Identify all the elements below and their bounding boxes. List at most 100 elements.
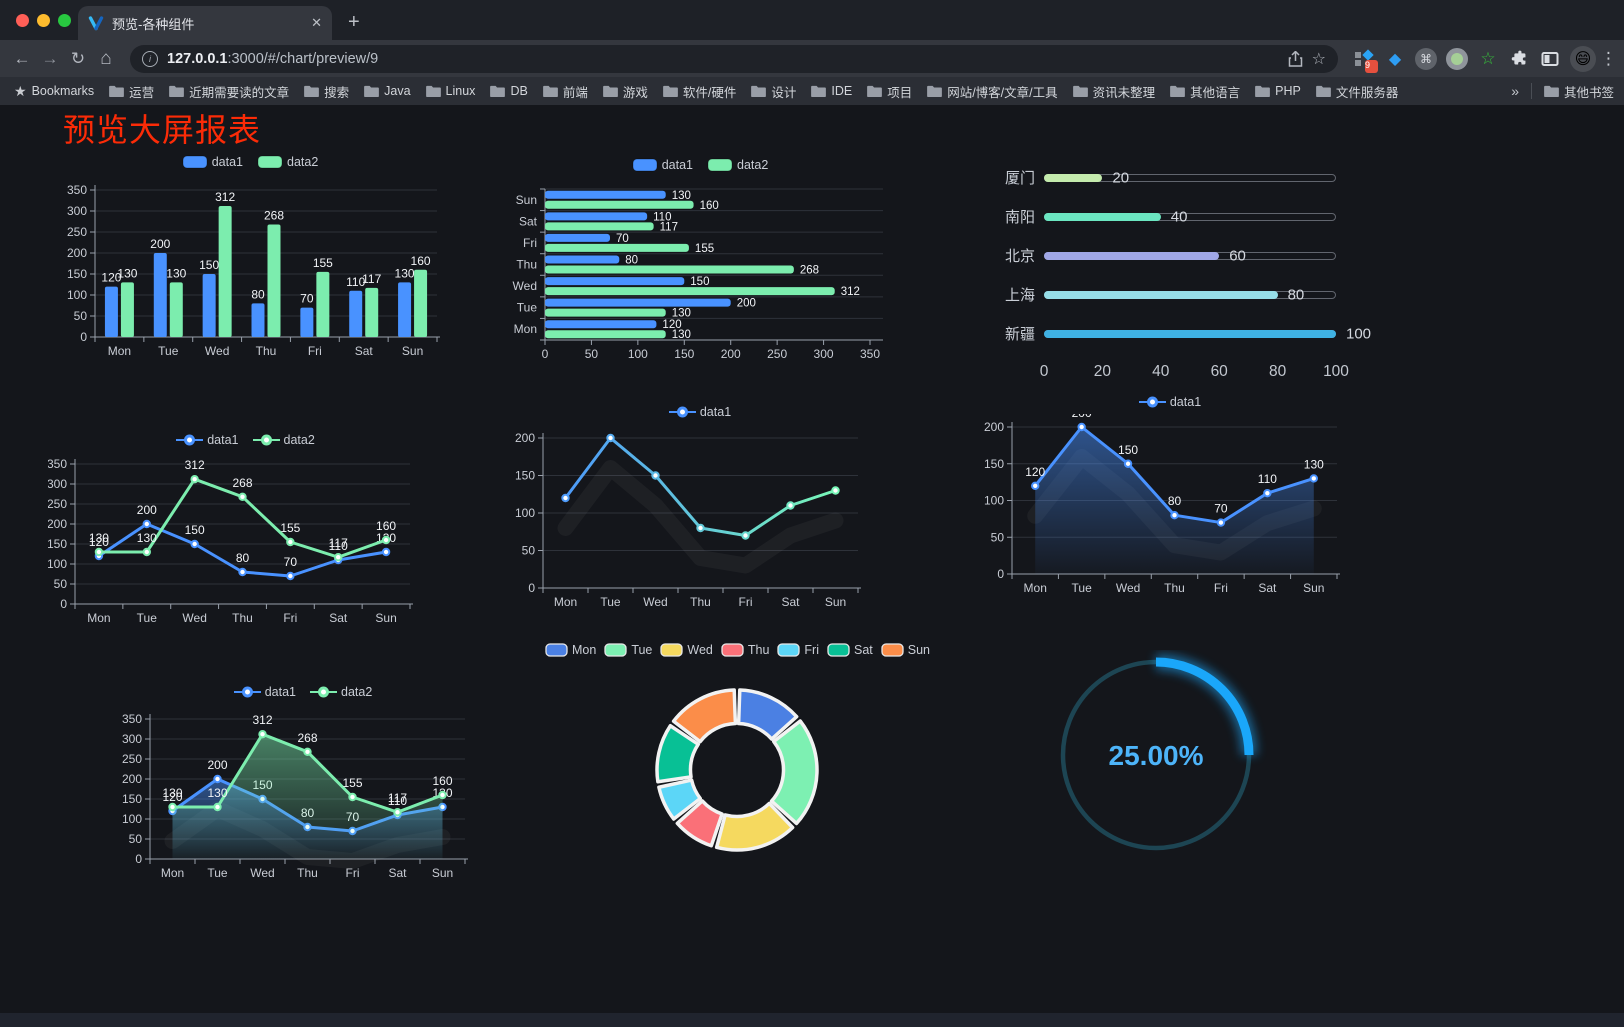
bookmark-folder[interactable]: 搜索	[304, 82, 349, 101]
legend-item-data1[interactable]: data1	[233, 685, 296, 699]
extension-record-icon[interactable]	[1445, 47, 1469, 71]
donut-slice-Sun[interactable]	[671, 688, 738, 744]
chart-legend: data1 data2	[632, 155, 768, 175]
svg-text:Wed: Wed	[643, 595, 667, 609]
legend-swatch	[182, 155, 208, 169]
svg-text:Fri: Fri	[308, 344, 322, 358]
bookmark-folder[interactable]: 文件服务器	[1315, 82, 1398, 101]
browser-window: 预览-各种组件 ✕ + ← → ↻ ⌂ i 127.0.0.1:3000/#/c…	[0, 0, 1624, 105]
legend-item-Mon[interactable]: Mon	[545, 643, 596, 657]
legend-item-data1[interactable]: data1	[176, 433, 239, 447]
donut-slice-Thu[interactable]	[675, 799, 724, 848]
svg-text:120: 120	[1025, 465, 1045, 479]
donut-slice-Tue[interactable]	[769, 719, 819, 826]
bookmark-folder[interactable]: Java	[364, 84, 411, 98]
legend-item-data1[interactable]: data1	[1138, 395, 1201, 409]
tab-close-icon[interactable]: ✕	[311, 15, 322, 30]
bookmark-folder[interactable]: Linux	[425, 84, 475, 98]
bookmark-folder[interactable]: 网站/博客/文章/工具	[927, 82, 1058, 101]
window-zoom-button[interactable]	[58, 14, 71, 27]
svg-text:312: 312	[841, 286, 860, 298]
legend-item-Thu[interactable]: Thu	[721, 643, 769, 657]
url-bar[interactable]: i 127.0.0.1:3000/#/chart/preview/9 ☆	[130, 44, 1338, 73]
bookmark-folder[interactable]: PHP	[1255, 84, 1301, 98]
extension-gem-icon[interactable]: ◆	[1388, 50, 1402, 68]
svg-text:268: 268	[232, 476, 252, 490]
chart-area-single: data1 0 50 100 150 200 Mon Tue Wed Thu Fri Sat Sun 12…	[975, 392, 1365, 596]
svg-text:50: 50	[74, 309, 88, 323]
bookmark-folder[interactable]: 近期需要读的文章	[169, 82, 289, 101]
donut-slice-Mon[interactable]	[736, 688, 799, 741]
bookmark-folder[interactable]: 设计	[751, 82, 796, 101]
svg-text:130: 130	[117, 266, 137, 280]
donut-slice-Wed[interactable]	[714, 801, 795, 852]
donut-slice-Sat[interactable]	[655, 724, 701, 784]
donut-slice-Fri[interactable]	[657, 778, 702, 821]
reload-icon[interactable]: ↻	[70, 48, 86, 68]
chart-progress-bars: 厦门 20 南阳 40 北京 60 上海 80 新疆 100 0 20 40 60 80 100	[985, 158, 1371, 385]
svg-text:130: 130	[166, 266, 186, 280]
bookmark-folder[interactable]: 游戏	[602, 82, 648, 101]
legend-swatch	[176, 434, 204, 446]
legend-item-Sun[interactable]: Sun	[881, 643, 930, 657]
extension-grid-icon[interactable]: 9	[1352, 47, 1378, 73]
extension-command-icon[interactable]: ⌘	[1414, 47, 1438, 71]
legend-item-Wed[interactable]: Wed	[660, 643, 713, 657]
home-icon[interactable]: ⌂	[100, 47, 112, 69]
browser-tab[interactable]: 预览-各种组件 ✕	[78, 6, 332, 40]
svg-text:Tue: Tue	[1072, 581, 1093, 595]
svg-text:80: 80	[625, 255, 638, 267]
legend-item-data2[interactable]: data2	[252, 433, 315, 447]
window-close-button[interactable]	[16, 14, 29, 27]
svg-text:150: 150	[67, 267, 87, 281]
svg-text:300: 300	[48, 477, 67, 491]
site-info-icon[interactable]: i	[142, 50, 158, 67]
other-bookmarks-folder[interactable]: 其他书签	[1544, 82, 1614, 101]
side-panel-icon[interactable]	[1538, 47, 1562, 71]
bookmark-folder[interactable]: IDE	[811, 84, 852, 98]
bookmark-folder[interactable]: 软件/硬件	[662, 82, 736, 101]
extension-star-icon[interactable]: ☆	[1480, 48, 1496, 68]
back-icon[interactable]: ←	[13, 48, 31, 68]
svg-text:0: 0	[528, 581, 535, 595]
svg-text:100: 100	[122, 812, 142, 826]
bookmark-folder[interactable]: 其他语言	[1170, 82, 1240, 101]
bookmark-folder[interactable]: DB	[490, 84, 528, 98]
svg-text:50: 50	[129, 832, 143, 846]
extensions-puzzle-icon[interactable]	[1507, 47, 1531, 71]
legend-item-Sat[interactable]: Sat	[827, 643, 873, 657]
legend-item-data2[interactable]: data2	[257, 155, 318, 169]
legend-item-Tue[interactable]: Tue	[604, 643, 652, 657]
legend-swatch	[233, 686, 261, 698]
bookmark-folder[interactable]: 运营	[109, 82, 154, 101]
svg-text:130: 130	[1304, 457, 1324, 471]
legend-item-data1[interactable]: data1	[668, 405, 731, 419]
legend-item-data2[interactable]: data2	[707, 158, 768, 172]
window-minimize-button[interactable]	[37, 14, 50, 27]
profile-avatar[interactable]: 😄	[1570, 45, 1596, 72]
new-tab-button[interactable]: +	[348, 11, 360, 33]
bookmark-folder[interactable]: 资讯未整理	[1072, 82, 1155, 101]
legend-item-data1[interactable]: data1	[182, 155, 243, 169]
legend-item-Fri[interactable]: Fri	[777, 643, 819, 657]
svg-text:0: 0	[542, 347, 549, 361]
svg-text:117: 117	[660, 221, 678, 233]
svg-text:100: 100	[515, 506, 535, 520]
svg-text:Mon: Mon	[161, 866, 184, 880]
bookmarks-overflow-chevron[interactable]: »	[1511, 83, 1519, 99]
browser-menu-icon[interactable]: ⋮	[1600, 48, 1617, 68]
bookmark-star-icon[interactable]: ☆	[1311, 50, 1326, 68]
legend-item-data2[interactable]: data2	[310, 685, 372, 699]
bookmark-folder[interactable]: 项目	[867, 82, 912, 101]
svg-text:Sun: Sun	[375, 611, 396, 625]
forward-icon[interactable]: →	[41, 48, 59, 68]
legend-item-data1[interactable]: data1	[632, 158, 693, 172]
svg-text:268: 268	[264, 208, 284, 222]
svg-text:155: 155	[695, 243, 714, 255]
svg-text:Tue: Tue	[158, 344, 179, 358]
bookmarks-root[interactable]: ★ Bookmarks	[14, 83, 94, 100]
share-icon[interactable]	[1288, 50, 1303, 67]
folder-icon	[602, 85, 618, 97]
other-bookmarks-label: 其他书签	[1563, 85, 1614, 100]
bookmark-folder[interactable]: 前端	[542, 82, 588, 101]
